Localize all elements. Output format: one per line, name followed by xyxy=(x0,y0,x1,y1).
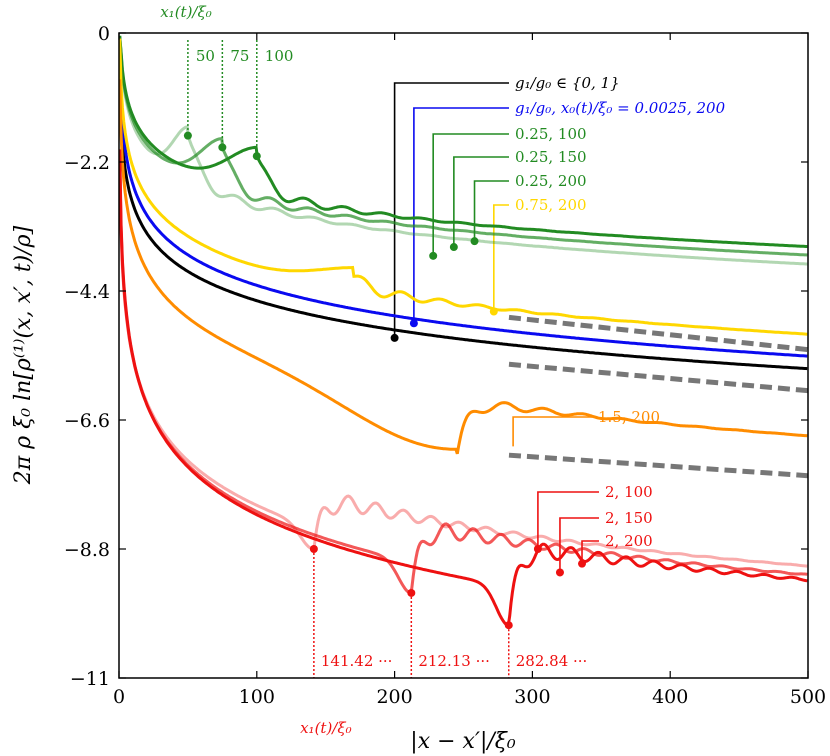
leader-line xyxy=(413,107,509,324)
top-annotation-title: x₁(t)/ξ₀ xyxy=(160,3,212,21)
dashed-fit-line xyxy=(508,361,808,394)
y-tick-label: −11 xyxy=(70,668,110,690)
y-tick-label: −4.4 xyxy=(64,281,110,303)
series-line xyxy=(119,35,808,248)
x-axis-label: |x − x′|/ξ₀ xyxy=(410,729,516,754)
dashed-fit-line xyxy=(508,314,808,353)
x-tick-label: 500 xyxy=(790,686,826,708)
bottom-annotation-label: 212.13 ··· xyxy=(418,652,490,670)
series-label: 2, 150 xyxy=(605,509,653,527)
series-label: 2, 200 xyxy=(605,532,653,550)
series-label: g₁/g₀, x₀(t)/ξ₀ = 0.0025, 200 xyxy=(515,99,726,117)
top-annotation-label: 100 xyxy=(265,47,294,65)
series-line xyxy=(119,79,808,455)
plot-area xyxy=(119,35,808,628)
x-tick-label: 200 xyxy=(376,686,412,708)
x-tick-label: 100 xyxy=(239,686,275,708)
top-annotation-marker xyxy=(183,131,192,140)
series-marker xyxy=(470,237,479,246)
leader-line xyxy=(537,491,599,549)
top-annotation-label: 50 xyxy=(196,47,215,65)
bottom-annotation-title: x₁(t)/ξ₀ xyxy=(300,719,352,737)
series-line xyxy=(119,156,808,595)
x-tick-label: 0 xyxy=(113,686,125,708)
tick-layer: 0 100 200 300 400 500 0 −2.2 −4.4 −6.6 −8.8 −11 xyxy=(64,23,826,708)
series-marker xyxy=(429,251,438,260)
bottom-annotation-marker xyxy=(309,545,318,553)
series-label: 2, 100 xyxy=(605,483,653,501)
leader-line xyxy=(473,180,509,242)
top-annotation-label: 75 xyxy=(230,47,249,65)
bottom-annotation-label: 141.42 ··· xyxy=(321,652,393,670)
leader-line xyxy=(581,540,599,564)
y-tick-label: −8.8 xyxy=(64,539,110,561)
dashed-fit-line xyxy=(508,452,808,479)
series-marker xyxy=(409,319,418,328)
bottom-annotation-label: 282.84 ··· xyxy=(516,652,588,670)
x-tick-label: 400 xyxy=(652,686,688,708)
x-tick-label: 300 xyxy=(514,686,550,708)
series-marker xyxy=(449,243,458,252)
series-line xyxy=(119,52,808,358)
series-line xyxy=(119,164,808,568)
series-line xyxy=(119,35,808,266)
series-label: 0.25, 200 xyxy=(515,172,587,190)
leader-line xyxy=(432,133,509,256)
leader-line xyxy=(559,517,599,573)
series-line xyxy=(119,35,808,257)
leader-line xyxy=(393,82,509,338)
series-label: 0.25, 150 xyxy=(515,148,587,166)
y-tick-label: 0 xyxy=(98,23,110,45)
series-line xyxy=(119,76,808,371)
series-label: 0.75, 200 xyxy=(515,196,587,214)
y-tick-label: −6.6 xyxy=(64,410,110,432)
y-tick-label: −2.2 xyxy=(64,152,110,174)
leader-line xyxy=(512,416,592,447)
series-line xyxy=(119,149,808,628)
series-label: g₁/g₀ ∈ {0, 1} xyxy=(515,74,620,92)
plot-frame xyxy=(118,32,809,679)
leader-line xyxy=(493,204,509,312)
y-axis-label: 2π ρ ξ₀ ln[ρ⁽¹⁾(x, x′, t)/ρ] xyxy=(11,225,36,485)
series-line xyxy=(119,38,808,336)
annotation-layer: g₁/g₀ ∈ {0, 1} g₁/g₀, x₀(t)/ξ₀ = 0.0025, … xyxy=(160,3,725,737)
series-marker xyxy=(390,333,399,342)
series-marker xyxy=(555,568,564,577)
series-label: 0.25, 100 xyxy=(515,125,587,143)
leader-line xyxy=(453,156,509,248)
